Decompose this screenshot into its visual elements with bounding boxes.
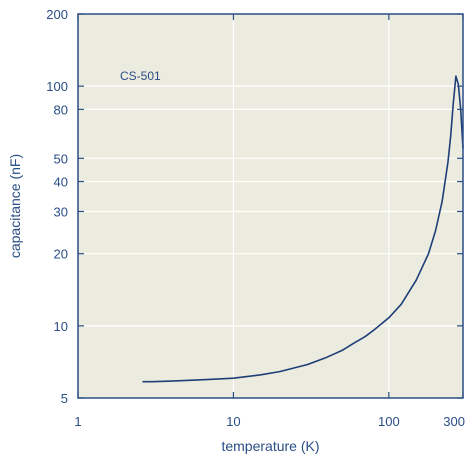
plot-frame <box>77 13 464 399</box>
x-axis-title: temperature (K) <box>221 438 319 454</box>
y-tick-label: 10 <box>54 319 68 334</box>
y-tick-label: 100 <box>46 79 68 94</box>
axis-ticks: 1 10 100 300 5 10 20 30 40 50 80 100 200 <box>46 7 465 429</box>
x-tick-label: 1 <box>74 414 81 429</box>
y-tick-label: 40 <box>54 175 68 190</box>
annotation-label: CS-501 <box>120 69 161 83</box>
y-tick-label: 200 <box>46 7 68 22</box>
y-tick-label: 20 <box>54 247 68 262</box>
plot-background <box>78 14 463 398</box>
x-tick-label: 10 <box>226 414 240 429</box>
series-layer <box>142 75 464 383</box>
grid-lines <box>78 14 463 398</box>
x-tick-label: 100 <box>378 414 400 429</box>
y-tick-label: 80 <box>54 102 68 117</box>
y-tick-label: 50 <box>54 151 68 166</box>
y-axis-title: capacitance (nF) <box>7 154 23 258</box>
y-tick-label: 30 <box>54 204 68 219</box>
series-line <box>142 75 464 383</box>
x-tick-label: 300 <box>443 414 465 429</box>
y-tick-label: 5 <box>61 391 68 406</box>
